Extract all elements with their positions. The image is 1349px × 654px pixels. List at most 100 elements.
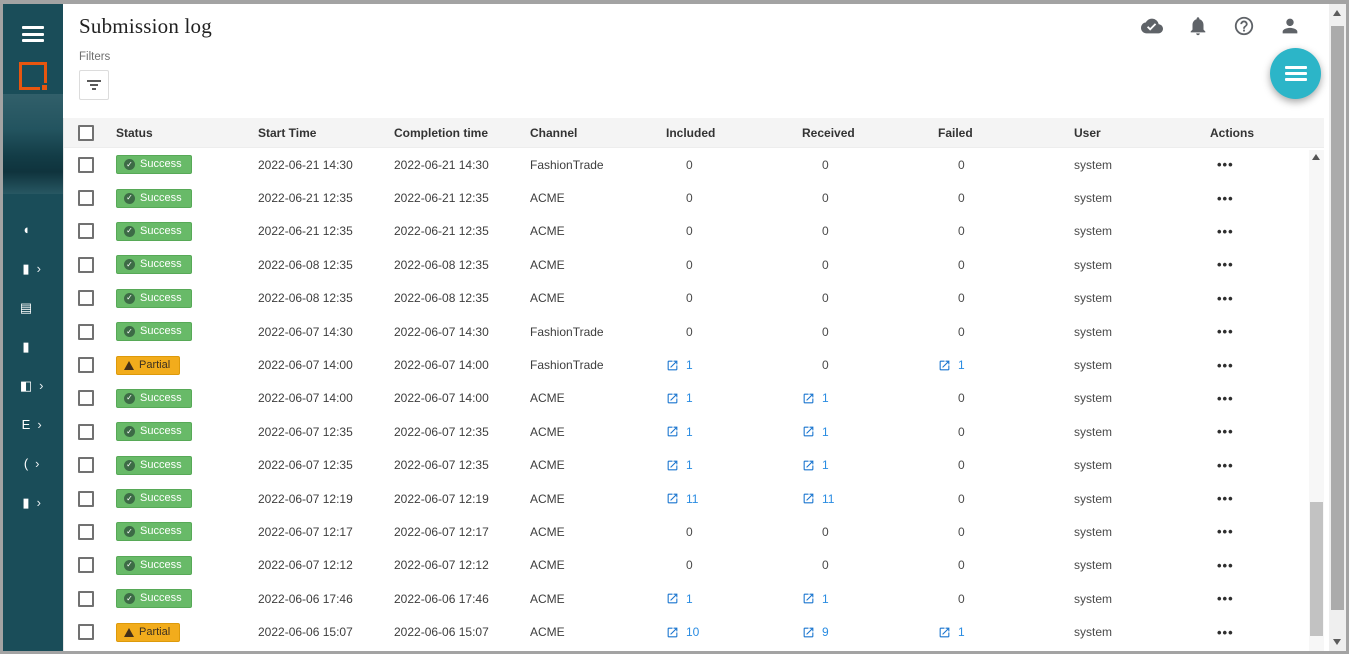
row-checkbox[interactable] <box>78 390 94 407</box>
account-icon[interactable] <box>1278 14 1301 37</box>
scroll-up-icon[interactable] <box>1312 154 1320 160</box>
sidebar-nav-item-6[interactable]: E › <box>3 405 63 444</box>
row-actions-button[interactable]: ••• <box>1217 591 1234 607</box>
page-scrollbar-thumb[interactable] <box>1331 26 1344 610</box>
row-checkbox[interactable] <box>78 590 94 607</box>
check-circle-icon: ✓ <box>124 326 135 338</box>
open-in-new-icon[interactable] <box>666 459 679 472</box>
table-row: ✓ Success 2022-06-07 14:00 2022-06-07 14… <box>64 381 1324 416</box>
row-actions-button[interactable]: ••• <box>1217 390 1234 406</box>
row-actions-button[interactable]: ••• <box>1217 624 1234 640</box>
received-value: 1 <box>822 424 829 439</box>
brand-logo-icon[interactable] <box>19 62 47 90</box>
sidebar-nav-item-7[interactable]: (› <box>3 444 63 483</box>
open-in-new-icon[interactable] <box>666 392 679 405</box>
row-checkbox[interactable] <box>78 323 94 340</box>
open-in-new-icon[interactable] <box>802 492 815 505</box>
status-badge: ✓ Success <box>116 288 192 308</box>
status-badge: ✓ Success <box>116 489 192 509</box>
select-all-checkbox[interactable] <box>78 124 94 141</box>
page-scrollbar[interactable] <box>1329 4 1346 651</box>
open-in-new-icon[interactable] <box>802 425 815 438</box>
table-scrollbar-thumb[interactable] <box>1310 502 1323 636</box>
fab-menu-button[interactable] <box>1270 48 1321 99</box>
open-in-new-icon[interactable] <box>802 626 815 639</box>
status-badge: ✓ Success <box>116 422 192 442</box>
row-actions-button[interactable]: ••• <box>1217 424 1234 440</box>
table-row: ✓ Success 2022-06-21 12:35 2022-06-21 12… <box>64 214 1324 249</box>
open-in-new-icon[interactable] <box>666 359 679 372</box>
row-actions-button[interactable]: ••• <box>1217 157 1234 173</box>
table-scrollbar[interactable] <box>1309 150 1324 651</box>
received-cell: 0 <box>802 191 938 205</box>
help-icon[interactable] <box>1232 14 1255 37</box>
column-header-user[interactable]: User <box>1074 125 1101 140</box>
sidebar-nav-item-4[interactable]: ▮› <box>3 327 63 366</box>
included-cell: 0 <box>666 558 802 572</box>
column-header-included[interactable]: Included <box>666 125 716 140</box>
row-checkbox[interactable] <box>78 523 94 540</box>
open-in-new-icon[interactable] <box>666 592 679 605</box>
open-in-new-icon[interactable] <box>666 626 679 639</box>
open-in-new-icon[interactable] <box>938 626 951 639</box>
row-checkbox[interactable] <box>78 290 94 307</box>
page-scroll-up-icon[interactable] <box>1333 10 1341 16</box>
sidebar-hamburger-icon[interactable] <box>22 26 44 42</box>
row-checkbox[interactable] <box>78 223 94 240</box>
column-header-actions[interactable]: Actions <box>1210 125 1255 140</box>
row-checkbox[interactable] <box>78 557 94 574</box>
open-in-new-icon[interactable] <box>802 459 815 472</box>
column-header-completion-time[interactable]: Completion time <box>394 125 489 140</box>
open-in-new-icon[interactable] <box>666 492 679 505</box>
row-checkbox[interactable] <box>78 457 94 474</box>
open-in-new-icon[interactable] <box>802 392 815 405</box>
check-circle-icon: ✓ <box>124 426 135 438</box>
row-checkbox[interactable] <box>78 490 94 507</box>
start-time-cell: 2022-06-07 14:00 <box>258 358 353 373</box>
status-label: Success <box>140 191 182 204</box>
user-cell: system <box>1074 291 1113 306</box>
row-actions-button[interactable]: ••• <box>1217 257 1234 273</box>
column-header-failed[interactable]: Failed <box>938 125 973 140</box>
row-checkbox[interactable] <box>78 357 94 374</box>
column-header-channel[interactable]: Channel <box>530 125 578 140</box>
table-body: ✓ Success 2022-06-21 14:30 2022-06-21 14… <box>64 148 1324 649</box>
row-actions-button[interactable]: ••• <box>1217 557 1234 573</box>
column-header-status[interactable]: Status <box>116 125 153 140</box>
row-actions-button[interactable]: ••• <box>1217 524 1234 540</box>
row-checkbox[interactable] <box>78 156 94 173</box>
completion-time-cell: 2022-06-21 12:35 <box>394 191 489 206</box>
open-in-new-icon[interactable] <box>938 359 951 372</box>
table-row: ✓ Partial 2022-06-07 14:00 2022-06-07 14… <box>64 348 1324 382</box>
column-header-start-time[interactable]: Start Time <box>258 125 317 140</box>
open-in-new-icon[interactable] <box>802 592 815 605</box>
row-actions-button[interactable]: ••• <box>1217 357 1234 373</box>
sidebar-nav-item-8[interactable]: ▮ › <box>3 483 63 522</box>
row-checkbox[interactable] <box>78 190 94 207</box>
row-actions-button[interactable]: ••• <box>1217 491 1234 507</box>
table-row: ✓ Success 2022-06-07 14:30 2022-06-07 14… <box>64 314 1324 349</box>
row-checkbox[interactable] <box>78 624 94 641</box>
row-checkbox[interactable] <box>78 256 94 273</box>
open-in-new-icon[interactable] <box>666 425 679 438</box>
filter-button[interactable] <box>79 70 109 100</box>
row-checkbox[interactable] <box>78 423 94 440</box>
column-header-received[interactable]: Received <box>802 125 855 140</box>
sidebar-nav-item-5[interactable]: ◧ › <box>3 366 63 405</box>
sidebar-nav-item-3[interactable]: ▤› <box>3 288 63 327</box>
received-value: 0 <box>822 224 829 239</box>
cloud-done-icon[interactable] <box>1140 14 1163 37</box>
row-actions-button[interactable]: ••• <box>1217 457 1234 473</box>
received-cell: 0 <box>802 558 938 572</box>
sidebar-nav-item-1[interactable]: ◖› <box>3 210 63 249</box>
warning-triangle-icon <box>124 627 134 637</box>
check-circle-icon: ✓ <box>124 259 135 271</box>
page-scroll-down-icon[interactable] <box>1333 639 1341 645</box>
row-actions-button[interactable]: ••• <box>1217 190 1234 206</box>
notifications-bell-icon[interactable] <box>1186 14 1209 37</box>
row-actions-button[interactable]: ••• <box>1217 290 1234 306</box>
sidebar-nav-item-2[interactable]: ▮ › <box>3 249 63 288</box>
row-actions-button[interactable]: ••• <box>1217 223 1234 239</box>
row-actions-button[interactable]: ••• <box>1217 324 1234 340</box>
included-value: 0 <box>686 257 693 272</box>
